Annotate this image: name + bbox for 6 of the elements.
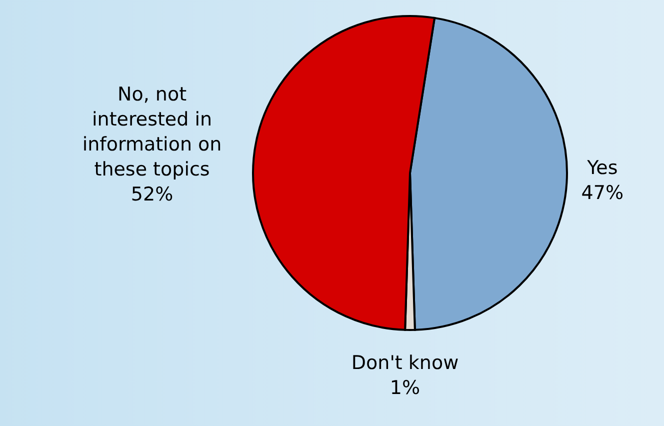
slice-label: Yes: [586, 157, 618, 180]
data-label: 47%: [581, 182, 624, 204]
data-label: 1%: [390, 376, 420, 399]
slice-label: No, not interested in information on these topics: [82, 83, 222, 180]
slice-label: Don't know: [351, 352, 459, 374]
data-label: 52%: [130, 183, 174, 206]
